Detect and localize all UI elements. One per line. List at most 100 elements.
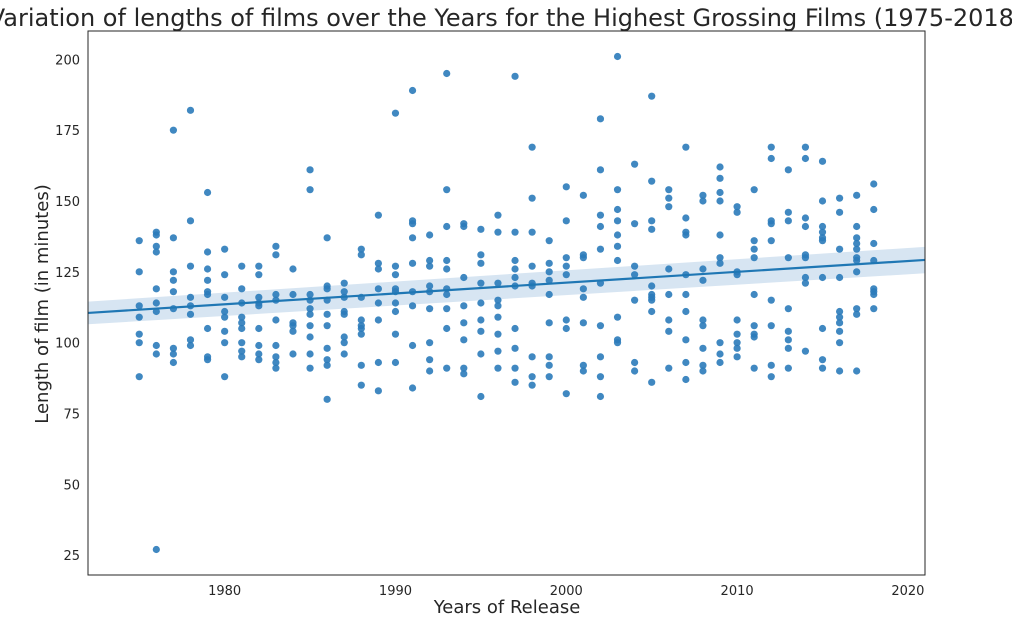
regression-line-group bbox=[87, 258, 926, 315]
data-point bbox=[426, 262, 434, 270]
data-point bbox=[511, 273, 519, 282]
data-point bbox=[835, 319, 844, 327]
data-point bbox=[596, 211, 605, 219]
data-point bbox=[870, 180, 878, 188]
data-point bbox=[835, 313, 844, 321]
data-point bbox=[631, 296, 639, 304]
data-point bbox=[152, 299, 160, 307]
data-point bbox=[323, 344, 331, 352]
data-point bbox=[853, 367, 861, 375]
data-point bbox=[682, 214, 690, 222]
x-tick-label: 2010 bbox=[721, 584, 754, 599]
data-point bbox=[340, 279, 348, 287]
data-point bbox=[545, 361, 553, 369]
data-point bbox=[203, 356, 212, 364]
data-point bbox=[221, 245, 229, 253]
data-point bbox=[426, 256, 434, 265]
data-point bbox=[716, 188, 724, 197]
data-point bbox=[238, 324, 246, 333]
data-point bbox=[562, 217, 570, 225]
data-point bbox=[613, 339, 622, 347]
data-point bbox=[169, 276, 178, 284]
data-point bbox=[784, 336, 792, 344]
data-point bbox=[767, 220, 775, 228]
data-point bbox=[818, 324, 827, 333]
data-point bbox=[169, 268, 178, 276]
data-point bbox=[272, 242, 280, 250]
data-point bbox=[665, 186, 673, 194]
data-point bbox=[716, 163, 724, 171]
data-point bbox=[221, 339, 229, 347]
data-point bbox=[152, 242, 160, 250]
data-point bbox=[443, 324, 451, 333]
data-point bbox=[238, 339, 246, 347]
data-point bbox=[784, 364, 792, 372]
data-point bbox=[306, 310, 314, 318]
data-point bbox=[784, 217, 792, 225]
data-point bbox=[801, 143, 810, 151]
data-point bbox=[579, 319, 587, 327]
data-point bbox=[767, 361, 775, 369]
data-point bbox=[648, 177, 656, 185]
data-point bbox=[631, 160, 639, 168]
data-point bbox=[460, 336, 468, 344]
data-point bbox=[186, 293, 195, 301]
data-point bbox=[169, 358, 178, 367]
data-point bbox=[255, 324, 263, 333]
data-point bbox=[255, 271, 263, 279]
data-point bbox=[477, 316, 485, 324]
data-point bbox=[665, 265, 673, 273]
data-point bbox=[545, 237, 553, 245]
data-point bbox=[750, 186, 758, 194]
data-point bbox=[767, 296, 775, 304]
data-point bbox=[801, 154, 810, 163]
data-point bbox=[784, 305, 792, 313]
data-point bbox=[853, 222, 861, 231]
data-point bbox=[613, 186, 622, 194]
data-point bbox=[306, 290, 314, 299]
data-point bbox=[374, 299, 382, 307]
data-point bbox=[648, 225, 656, 233]
data-point bbox=[682, 336, 690, 344]
data-point bbox=[426, 356, 434, 364]
data-point bbox=[733, 344, 741, 352]
data-point bbox=[648, 217, 656, 225]
data-point bbox=[545, 373, 553, 381]
data-point bbox=[306, 350, 314, 358]
data-point bbox=[135, 237, 143, 245]
data-point bbox=[733, 353, 741, 361]
data-point bbox=[408, 234, 417, 242]
data-point bbox=[801, 347, 810, 355]
data-point bbox=[579, 254, 587, 262]
data-point bbox=[545, 353, 553, 361]
data-point bbox=[203, 324, 212, 333]
data-point bbox=[699, 344, 707, 352]
data-point bbox=[784, 254, 792, 262]
data-point bbox=[391, 109, 400, 117]
data-point bbox=[801, 254, 810, 262]
data-point bbox=[477, 259, 485, 267]
data-point bbox=[408, 220, 417, 228]
data-point bbox=[323, 322, 331, 330]
data-point bbox=[238, 347, 246, 355]
data-point bbox=[767, 322, 775, 330]
data-point bbox=[716, 254, 724, 262]
data-point bbox=[699, 322, 707, 330]
data-point bbox=[631, 262, 639, 270]
data-point bbox=[613, 242, 622, 250]
data-point bbox=[665, 327, 673, 335]
data-point bbox=[699, 367, 707, 375]
data-point bbox=[699, 265, 707, 273]
plot-area bbox=[87, 30, 926, 576]
data-point bbox=[750, 245, 758, 253]
y-tick-label: 200 bbox=[55, 53, 80, 68]
data-point bbox=[323, 234, 331, 242]
data-point bbox=[477, 392, 485, 401]
data-point bbox=[272, 341, 280, 350]
data-point bbox=[801, 214, 810, 222]
data-point bbox=[853, 256, 861, 265]
data-point bbox=[152, 545, 160, 554]
data-point bbox=[272, 353, 280, 361]
data-point bbox=[870, 205, 878, 214]
data-point bbox=[853, 234, 861, 242]
